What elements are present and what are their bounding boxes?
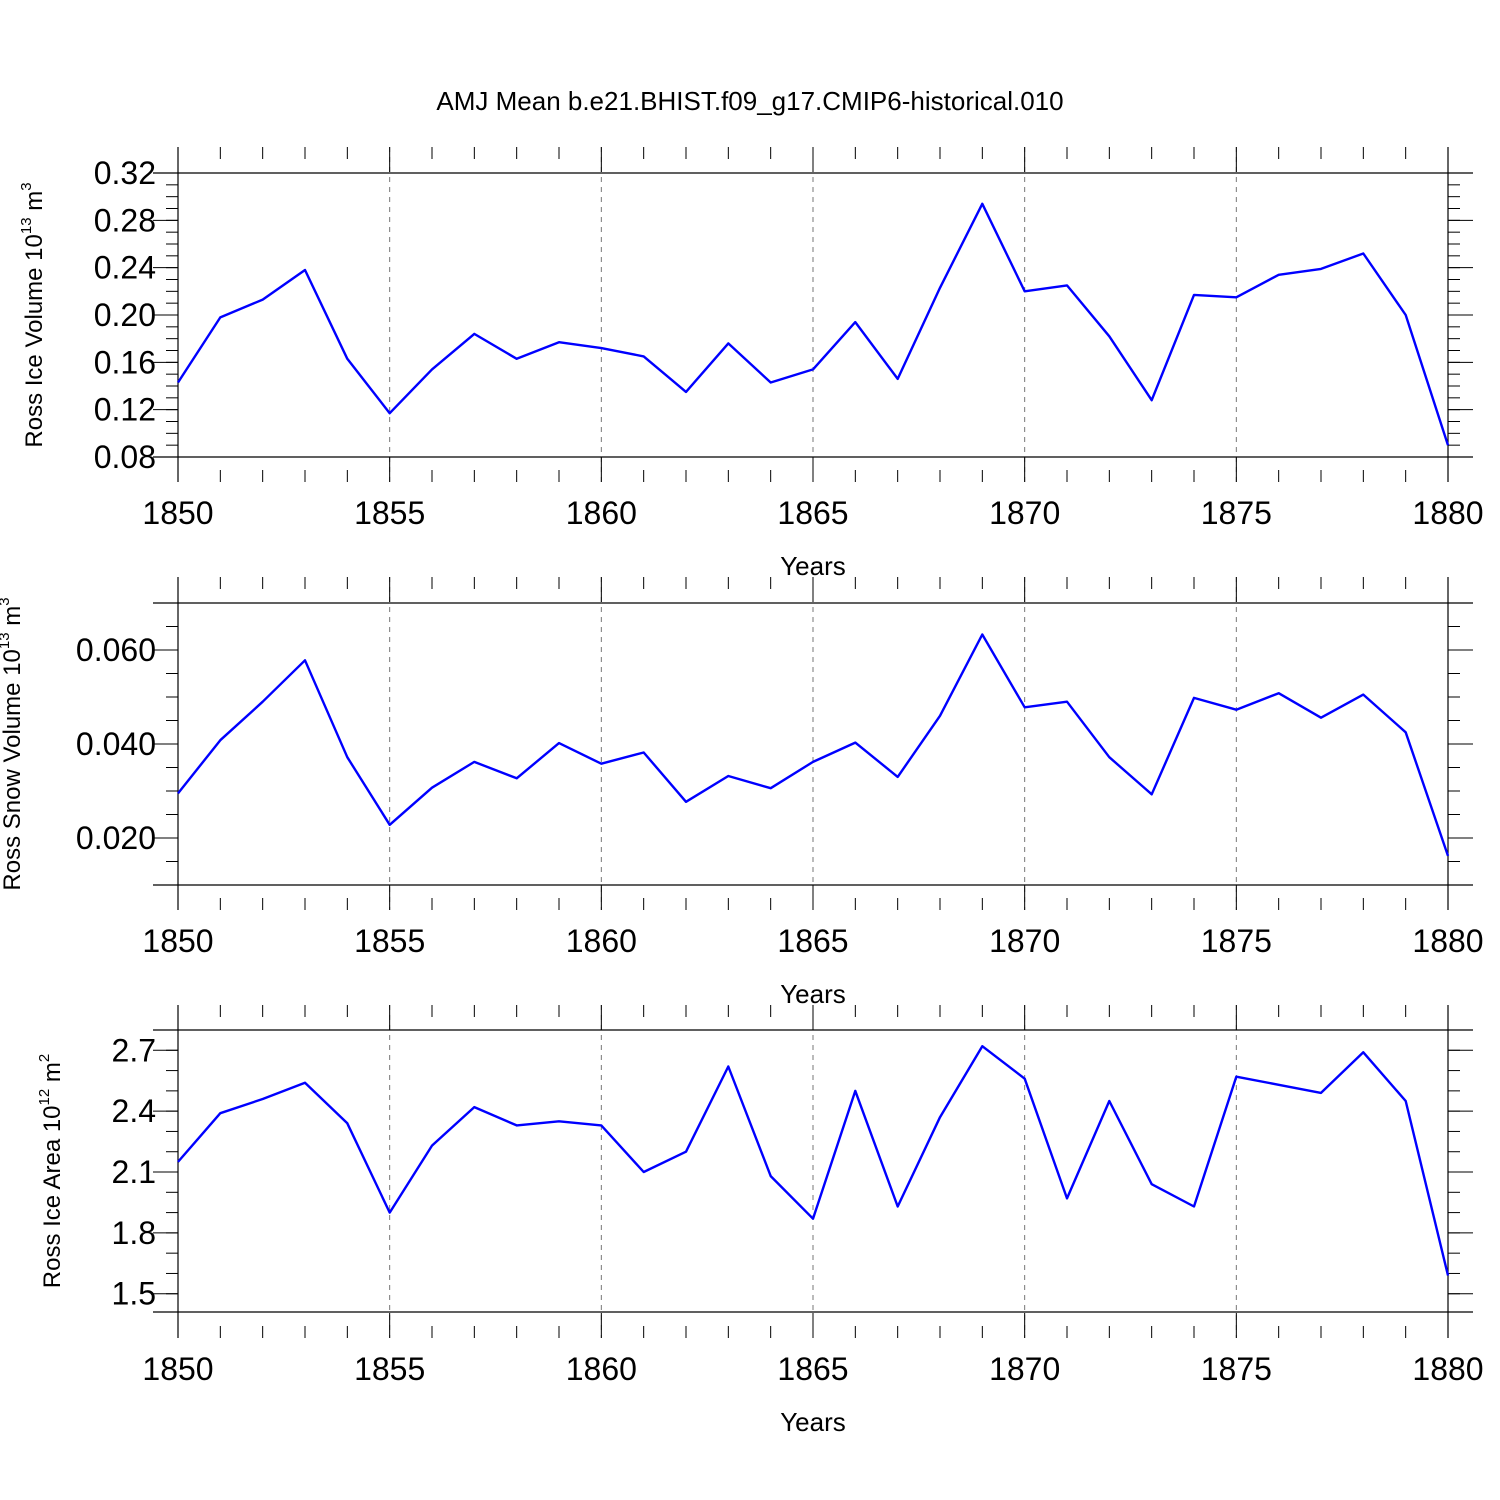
x-tick-label: 1870: [989, 923, 1060, 959]
panel-2: 0.020 0.040 0.060 1850 1855 1860 1865 1870 1875 1…: [0, 577, 1484, 1009]
y-tick-label: 0.020: [76, 820, 156, 856]
x-tick-label: 1875: [1201, 923, 1272, 959]
y-tick-label: 0.040: [76, 726, 156, 762]
y-tick-label: 0.16: [94, 344, 156, 380]
y-label-sup: 13: [18, 217, 35, 234]
y-tick-label: 0.28: [94, 202, 156, 238]
x-tick-label: 1880: [1412, 1351, 1483, 1387]
y-tick-label: 2.4: [112, 1093, 156, 1129]
y-label-unit: m: [0, 606, 26, 633]
y-label-text: Ross Ice Volume 10: [21, 234, 48, 447]
y-label-text: Ross Snow Volume 10: [0, 649, 26, 890]
y-label-sup: 3: [18, 182, 35, 190]
y-tick-label: 1.5: [112, 1276, 156, 1312]
y-label-sup: 13: [0, 632, 13, 649]
panel-1: 0.08 0.12 0.16 0.20 0.24 0.28 0.32 1850 1855 1860…: [18, 147, 1484, 581]
x-tick-label: 1850: [142, 1351, 213, 1387]
x-tick-label: 1865: [777, 1351, 848, 1387]
x-tick-label: 1860: [566, 1351, 637, 1387]
y-tick-label: 2.7: [112, 1032, 156, 1068]
y-axis-label: Ross Snow Volume 1013 m3: [0, 597, 26, 890]
x-tick-label: 1880: [1412, 923, 1483, 959]
y-tick-label: 0.12: [94, 392, 156, 428]
series-line: [177, 633, 1450, 857]
x-tick-label: 1855: [354, 1351, 425, 1387]
x-axis-label: Years: [780, 551, 846, 581]
x-tick-label: 1875: [1201, 495, 1272, 531]
x-tick-label: 1875: [1201, 1351, 1272, 1387]
x-tick-label: 1880: [1412, 495, 1483, 531]
y-label-unit: m: [21, 191, 48, 218]
y-tick-label: 0.24: [94, 250, 156, 286]
x-tick-label: 1860: [566, 923, 637, 959]
y-tick-label: 2.1: [112, 1154, 156, 1190]
x-axis-label: Years: [780, 1407, 846, 1437]
x-tick-label: 1860: [566, 495, 637, 531]
x-tick-label: 1870: [989, 1351, 1060, 1387]
panel-3: 1.5 1.8 2.1 2.4 2.7 1850 1855 1860 1865 1870 1875 1…: [36, 1005, 1484, 1437]
figure-title: AMJ Mean b.e21.BHIST.f09_g17.CMIP6-histo…: [436, 86, 1063, 116]
y-tick-label: 0.20: [94, 297, 156, 333]
x-tick-label: 1865: [777, 495, 848, 531]
y-label-text: Ross Ice Area 10: [39, 1105, 66, 1288]
y-label-sup: 12: [36, 1089, 53, 1106]
series-line: [177, 1044, 1450, 1276]
x-tick-label: 1870: [989, 495, 1060, 531]
panels: 0.08 0.12 0.16 0.20 0.24 0.28 0.32 1850 1855 1860…: [0, 147, 1484, 1437]
series-line: [176, 202, 1450, 446]
y-axis-label: Ross Ice Area 1012 m2: [36, 1054, 66, 1288]
x-tick-label: 1850: [142, 923, 213, 959]
x-axis-label: Years: [780, 979, 846, 1009]
x-tick-label: 1855: [354, 923, 425, 959]
y-tick-label: 0.32: [94, 155, 156, 191]
y-label-unit: m: [39, 1062, 66, 1089]
y-axis-label: Ross Ice Volume 1013 m3: [18, 182, 48, 447]
y-tick-label: 1.8: [112, 1215, 156, 1251]
y-tick-label: 0.08: [94, 439, 156, 475]
y-label-sup: 3: [0, 597, 13, 605]
x-tick-label: 1850: [142, 495, 213, 531]
y-label-sup: 2: [36, 1054, 53, 1062]
x-tick-label: 1855: [354, 495, 425, 531]
x-tick-label: 1865: [777, 923, 848, 959]
y-tick-label: 0.060: [76, 632, 156, 668]
